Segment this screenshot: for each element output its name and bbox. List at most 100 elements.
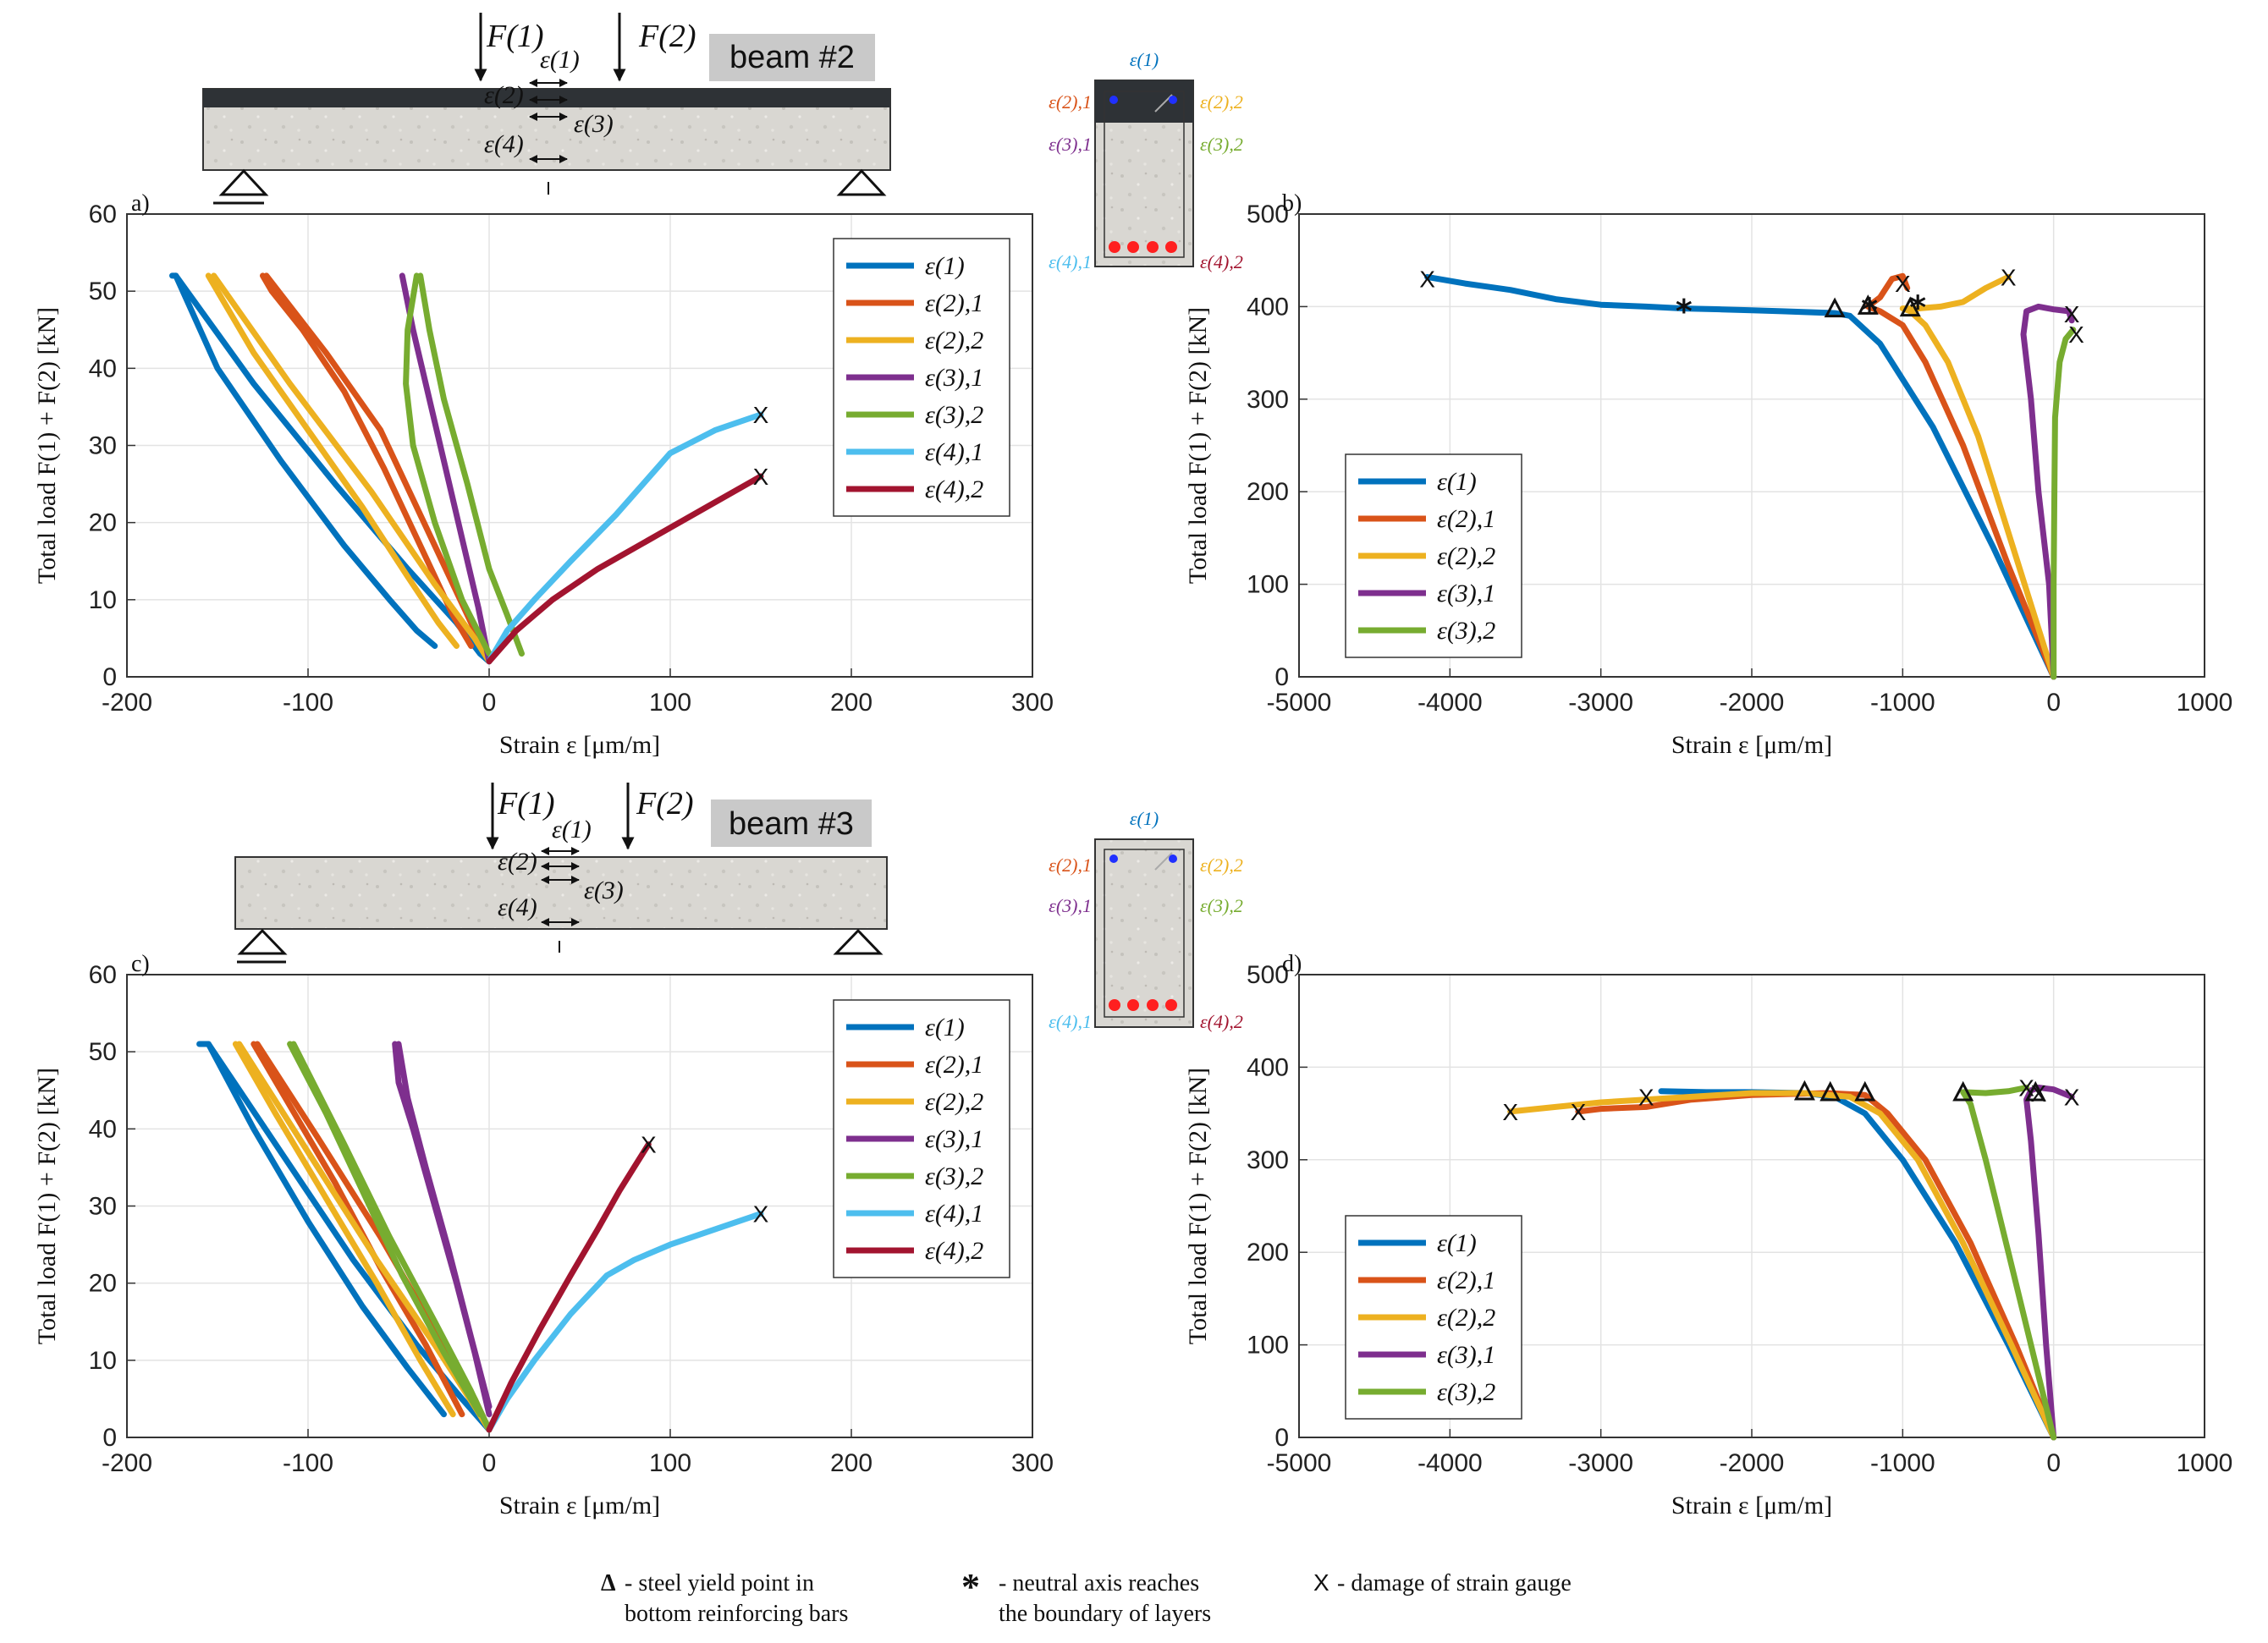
beam-3-title: beam #3 bbox=[729, 806, 854, 842]
y-tick-label: 0 bbox=[102, 1424, 117, 1452]
neutral-axis-marker: * bbox=[1909, 288, 1926, 326]
x-tick-label: 200 bbox=[830, 1449, 873, 1477]
y-tick-label: 0 bbox=[1274, 663, 1289, 691]
x-axis-label: Strain ε [μm/m] bbox=[499, 731, 660, 759]
cs2-left-label-2: ε(2),1 bbox=[1049, 91, 1092, 113]
panel-label: c) bbox=[131, 951, 150, 977]
x-tick-label: -3000 bbox=[1568, 689, 1633, 717]
axes-frame bbox=[1298, 213, 2205, 678]
x-tick-label: -100 bbox=[283, 1449, 333, 1477]
damage-marker: X bbox=[2068, 321, 2084, 348]
series-line bbox=[2020, 303, 2075, 680]
series-line bbox=[1960, 1085, 2057, 1441]
y-tick-label: 20 bbox=[89, 509, 117, 537]
yield-marker bbox=[1899, 296, 1921, 317]
legend-label: ε(2),2 bbox=[925, 1088, 983, 1116]
x-tick-label: 1000 bbox=[2177, 689, 2233, 717]
legend-label: ε(1) bbox=[925, 1014, 965, 1041]
y-tick-label: 10 bbox=[89, 1347, 117, 1375]
damage-marker: X bbox=[2030, 1080, 2046, 1107]
x-tick-label: -2000 bbox=[1720, 1449, 1785, 1477]
chart-d: -5000 -4000 -3000 -2000 -1000 0 1000 0 100 200 300… bbox=[1184, 951, 2232, 1519]
chart-c: -200 -100 0 100 200 300 0 10 20 30 40 50 60 Strain ε … bbox=[33, 951, 1054, 1519]
cs3-right-label-4: ε(4),2 bbox=[1200, 1011, 1243, 1032]
series-line bbox=[232, 1041, 456, 1418]
neutral-axis-marker: * bbox=[1676, 293, 1693, 330]
y-axis-label: Total load F(1) + F(2) [kN] bbox=[33, 1068, 61, 1344]
y-axis-label: Total load F(1) + F(2) [kN] bbox=[1184, 1068, 1212, 1344]
x-tick-label: -5000 bbox=[1267, 1449, 1332, 1477]
yield-marker bbox=[1857, 294, 1879, 315]
series-line bbox=[486, 1141, 652, 1433]
legend-label: ε(1) bbox=[1437, 1229, 1477, 1257]
series-line bbox=[486, 411, 764, 665]
cs2-right-label-3: ε(3),2 bbox=[1200, 134, 1243, 155]
legend-label: ε(1) bbox=[1437, 468, 1477, 496]
legend-label: ε(3),1 bbox=[925, 1125, 983, 1153]
series-line bbox=[1424, 273, 2057, 680]
yield-marker bbox=[1793, 1080, 1815, 1101]
x-tick-label: 200 bbox=[830, 689, 873, 717]
chart-b: -5000 -4000 -3000 -2000 -1000 0 1000 0 100 200 300… bbox=[1184, 190, 2232, 759]
axes-frame bbox=[1298, 974, 2205, 1438]
x-tick-label: 0 bbox=[482, 689, 497, 717]
series-line bbox=[1899, 273, 2057, 680]
footer-neutral-text2: the boundary of layers bbox=[999, 1601, 1211, 1627]
beam-3-load-1: F(1) bbox=[497, 786, 555, 822]
beam-2-title: beam #2 bbox=[729, 40, 855, 75]
series-line bbox=[403, 272, 493, 657]
series-line bbox=[211, 272, 493, 665]
footer-neutral-text1: - neutral axis reaches bbox=[999, 1570, 1199, 1596]
y-tick-label: 100 bbox=[1247, 1332, 1289, 1360]
y-tick-label: 60 bbox=[89, 201, 117, 228]
cs2-top-label: ε(1) bbox=[1130, 49, 1159, 70]
x-tick-label: -3000 bbox=[1568, 1449, 1633, 1477]
footer-yield-symbol: Δ bbox=[601, 1570, 616, 1596]
series-line bbox=[395, 1041, 493, 1409]
legend-label: ε(2),1 bbox=[925, 1051, 983, 1079]
footer-neutral-symbol: * bbox=[961, 1566, 980, 1607]
y-tick-label: 500 bbox=[1247, 201, 1289, 228]
x-tick-label: -100 bbox=[283, 689, 333, 717]
y-tick-label: 400 bbox=[1247, 1053, 1289, 1081]
legend-label: ε(4),1 bbox=[925, 1200, 983, 1228]
legend-label: ε(2),2 bbox=[1437, 1304, 1495, 1332]
cs3-left-label-2: ε(2),1 bbox=[1049, 854, 1092, 876]
legend-label: ε(2),2 bbox=[925, 327, 983, 354]
x-tick-label: -1000 bbox=[1870, 1449, 1935, 1477]
footer-yield-text1: - steel yield point in bbox=[625, 1570, 814, 1596]
x-tick-label: -200 bbox=[102, 1449, 152, 1477]
series-line bbox=[173, 272, 493, 665]
damage-marker: X bbox=[2064, 1084, 2080, 1110]
series-line bbox=[1864, 272, 2057, 680]
y-tick-label: 40 bbox=[89, 1115, 117, 1143]
damage-marker: X bbox=[1419, 267, 1435, 293]
damage-marker: X bbox=[753, 464, 769, 490]
series-line bbox=[1507, 1090, 2057, 1441]
damage-marker: X bbox=[2018, 1074, 2034, 1101]
y-tick-label: 50 bbox=[89, 277, 117, 305]
series-line bbox=[399, 272, 493, 665]
x-tick-label: 0 bbox=[2046, 689, 2061, 717]
x-tick-label: -200 bbox=[102, 689, 152, 717]
panel-label: b) bbox=[1282, 190, 1302, 217]
damage-marker: X bbox=[2001, 264, 2017, 290]
beam-3-load-2: F(2) bbox=[636, 786, 694, 822]
yield-marker bbox=[1824, 297, 1846, 318]
axes-frame bbox=[126, 213, 1033, 678]
cs2-left-label-4: ε(4),1 bbox=[1049, 251, 1092, 272]
y-tick-label: 200 bbox=[1247, 478, 1289, 506]
series-line bbox=[2051, 327, 2077, 680]
cs3-left-label-3: ε(3),1 bbox=[1049, 895, 1092, 916]
series-line bbox=[417, 272, 525, 657]
neutral-axis-marker: * bbox=[1861, 292, 1878, 329]
y-tick-label: 0 bbox=[1274, 1424, 1289, 1452]
x-tick-label: -2000 bbox=[1720, 689, 1785, 717]
yield-marker bbox=[2024, 1080, 2046, 1102]
legend-label: ε(1) bbox=[925, 252, 965, 280]
damage-marker: X bbox=[641, 1132, 657, 1158]
x-tick-label: 0 bbox=[2046, 1449, 2061, 1477]
legend-label: ε(2),1 bbox=[925, 289, 983, 317]
legend-label: ε(4),1 bbox=[925, 438, 983, 466]
